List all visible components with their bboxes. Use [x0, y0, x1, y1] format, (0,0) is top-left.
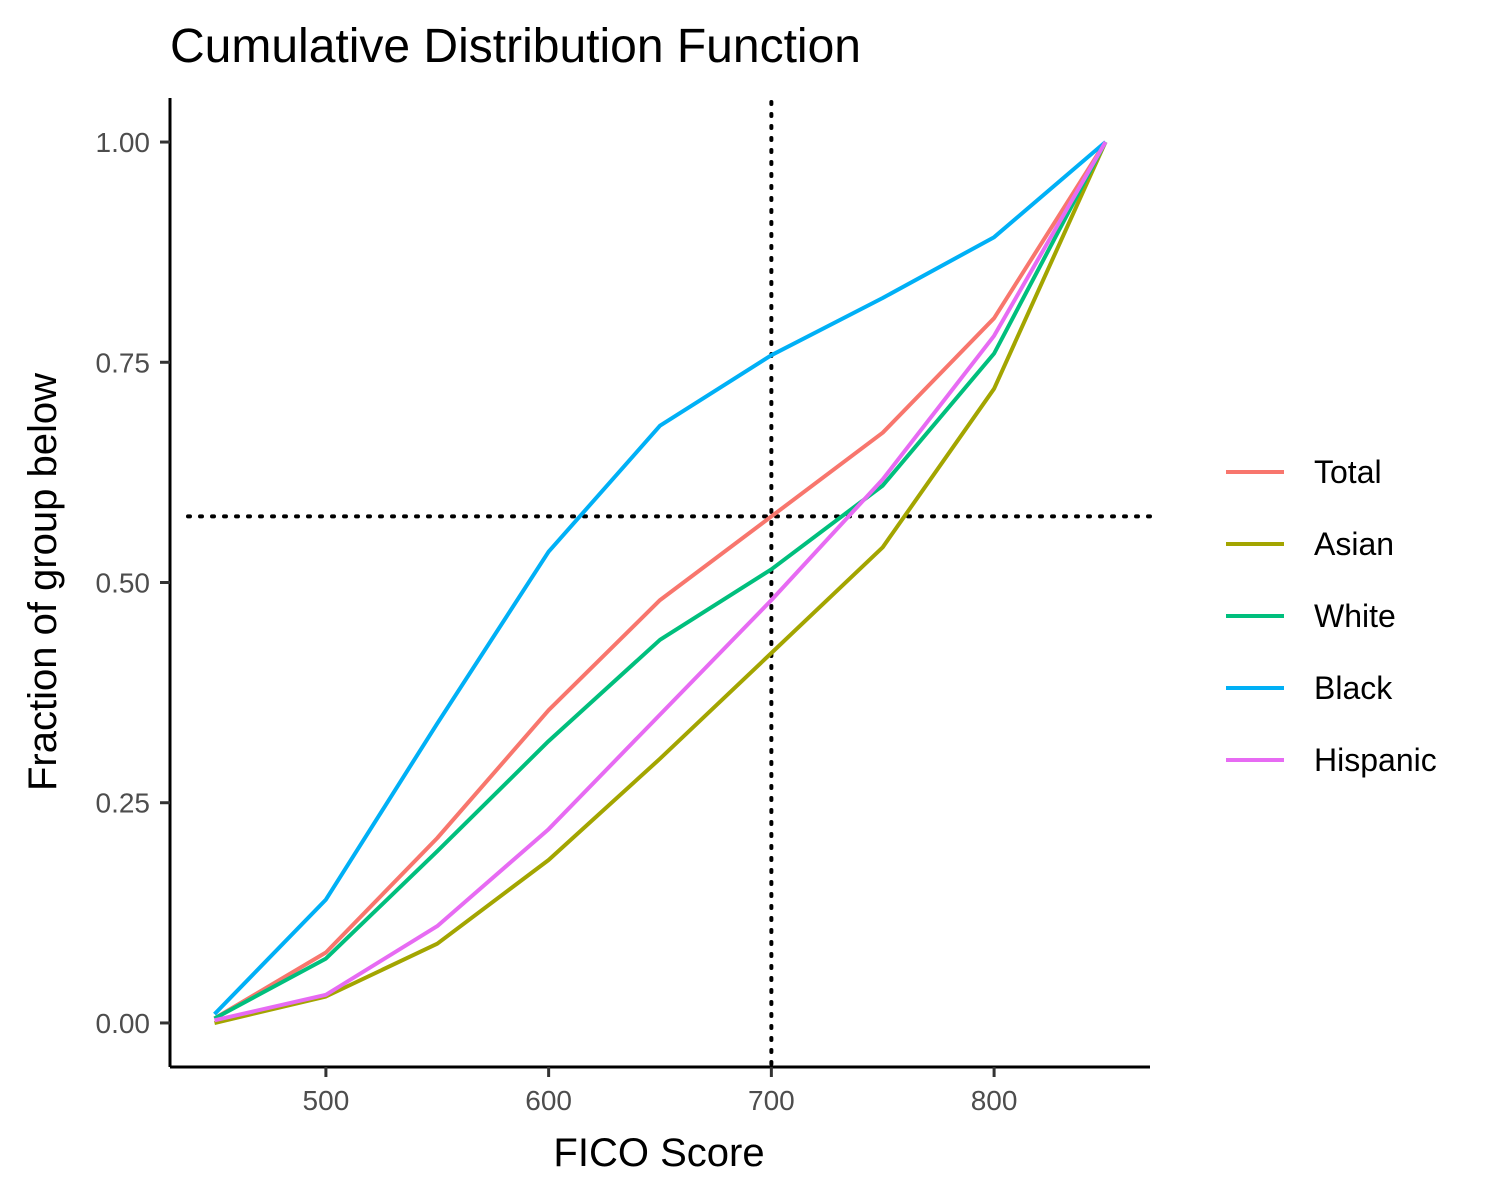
x-tick-label: 800 — [971, 1085, 1018, 1116]
legend-label-hispanic: Hispanic — [1314, 742, 1437, 778]
legend-label-asian: Asian — [1314, 526, 1394, 562]
chart-title: Cumulative Distribution Function — [170, 20, 861, 73]
x-tick-label: 500 — [303, 1085, 350, 1116]
y-axis-title: Fraction of group below — [21, 373, 65, 791]
y-tick-label: 0.00 — [96, 1008, 151, 1039]
series-line-total — [213, 140, 1108, 1021]
legend-label-white: White — [1314, 598, 1396, 634]
axes: 500 600 700 800 0.00 0.25 0.50 0.75 1.00 — [96, 98, 1150, 1116]
series-line-black — [213, 140, 1107, 1016]
series-line-white — [213, 141, 1108, 1021]
legend: Total Asian White Black Hispanic — [1226, 454, 1437, 778]
legend-label-black: Black — [1314, 670, 1393, 706]
x-tick-label: 700 — [748, 1085, 795, 1116]
y-tick-label: 0.75 — [96, 347, 151, 378]
series-line-asian — [214, 141, 1108, 1025]
x-axis-title: FICO Score — [553, 1131, 764, 1175]
y-tick-label: 0.25 — [96, 788, 151, 819]
x-tick-label: 600 — [525, 1085, 572, 1116]
reference-lines — [186, 100, 1158, 1069]
series-lines — [213, 140, 1108, 1025]
legend-label-total: Total — [1314, 454, 1382, 490]
y-tick-label: 1.00 — [96, 127, 151, 158]
y-tick-label: 0.50 — [96, 568, 151, 599]
series-line-hispanic — [214, 141, 1108, 1023]
